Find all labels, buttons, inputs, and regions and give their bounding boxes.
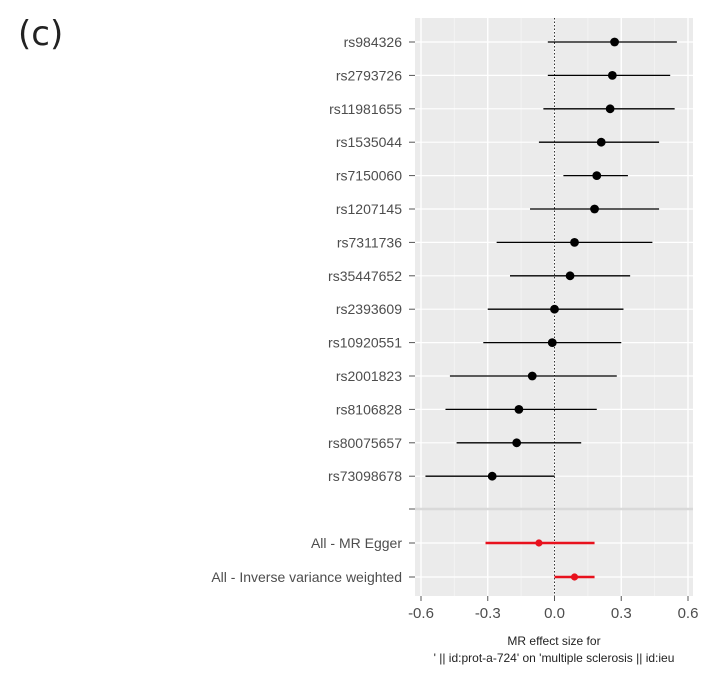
x-axis-title-line2: ' || id:prot-a-724' on 'multiple scleros… — [434, 651, 675, 665]
x-tick-label: -0.3 — [475, 605, 501, 622]
y-tick-label: rs35447652 — [328, 268, 402, 284]
point-estimate — [570, 238, 579, 247]
panel-label: (c) — [18, 14, 64, 54]
point-estimate — [527, 371, 537, 381]
y-tick-label: rs7150060 — [336, 168, 402, 184]
y-axis-labels: rs984326 rs2793726 rs11981655 rs1535044 rs71… — [211, 34, 415, 585]
y-tick-label: All - Inverse variance weighted — [211, 569, 402, 585]
x-tick-label: -0.6 — [408, 605, 434, 622]
point-estimate — [514, 405, 524, 414]
y-tick-label: rs11981655 — [329, 101, 402, 117]
point-estimate — [596, 137, 606, 147]
y-tick-label: rs1535044 — [336, 134, 402, 150]
x-axis: -0.6 -0.3 0.0 0.3 0.6 — [408, 596, 698, 622]
point-estimate — [607, 71, 617, 80]
y-tick-label: rs7311736 — [337, 234, 402, 250]
y-tick-label: rs2001823 — [336, 368, 402, 384]
y-tick-label: rs80075657 — [328, 435, 402, 451]
point-estimate — [565, 271, 575, 281]
y-tick-label: rs2793726 — [336, 67, 402, 83]
point-estimate — [590, 204, 599, 214]
point-estimate — [547, 338, 557, 347]
y-tick-label: rs984326 — [344, 34, 403, 50]
point-estimate — [592, 171, 602, 181]
point-estimate — [512, 438, 522, 448]
y-tick-label: rs2393609 — [336, 301, 402, 317]
point-estimate — [487, 471, 497, 481]
y-tick-label: rs1207145 — [336, 201, 402, 217]
point-estimate — [605, 104, 615, 114]
point-estimate — [535, 539, 543, 547]
point-estimate — [610, 37, 619, 47]
x-axis-title-line1: MR effect size for — [507, 634, 600, 648]
point-estimate — [570, 573, 579, 581]
x-tick-label: 0.0 — [544, 605, 565, 622]
y-tick-label: All - MR Egger — [311, 535, 402, 551]
x-tick-label: 0.3 — [611, 605, 632, 622]
data-marks — [425, 37, 677, 581]
y-tick-label: rs10920551 — [328, 335, 402, 351]
y-tick-label: rs73098678 — [328, 468, 402, 484]
x-tick-label: 0.6 — [678, 605, 699, 622]
y-tick-label: rs8106828 — [336, 401, 402, 417]
point-estimate — [550, 304, 559, 314]
